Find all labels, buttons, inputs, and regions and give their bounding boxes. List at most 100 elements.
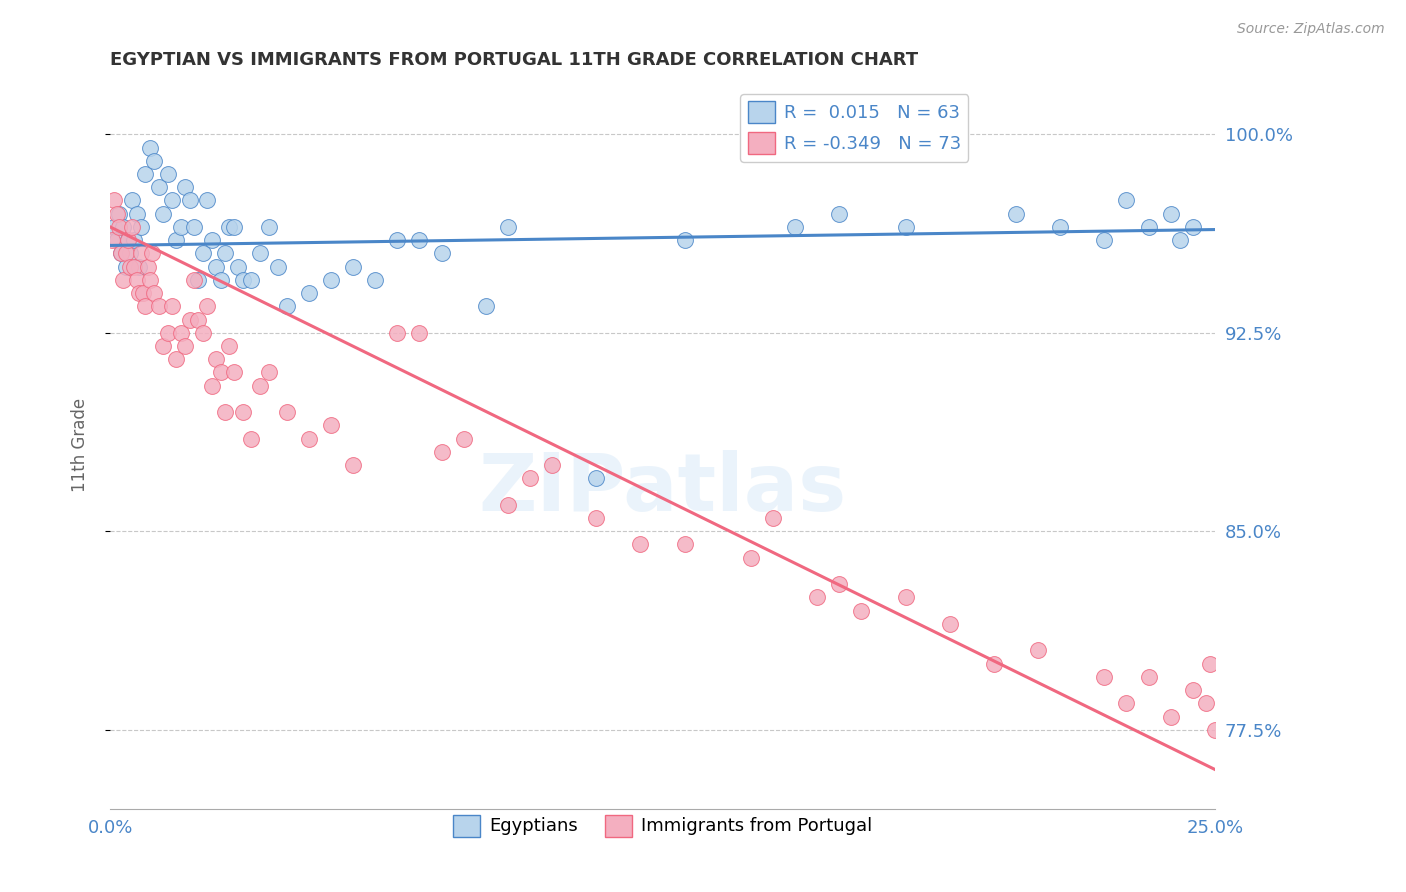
Point (114, 246, 136, 260)
Point (828, 577, 851, 591)
Point (1026, 643, 1049, 657)
Point (112, 273, 135, 287)
Point (232, 405, 254, 419)
Point (806, 591, 828, 605)
Point (1092, 670, 1115, 684)
Point (179, 194, 201, 208)
Point (128, 260, 150, 274)
Point (214, 246, 236, 260)
Point (165, 352, 187, 367)
Point (152, 207, 174, 221)
Point (105, 233, 128, 247)
Legend: Egyptians, Immigrants from Portugal: Egyptians, Immigrants from Portugal (446, 807, 879, 844)
Point (222, 366, 245, 380)
Point (673, 233, 696, 247)
Point (276, 405, 298, 419)
Point (134, 299, 156, 313)
Point (938, 616, 960, 631)
Point (129, 219, 152, 234)
Point (453, 432, 475, 446)
Point (519, 471, 541, 485)
Point (218, 219, 240, 234)
Point (387, 326, 409, 340)
Point (141, 246, 163, 260)
Point (1092, 233, 1115, 247)
Point (209, 273, 232, 287)
Point (541, 458, 564, 472)
Point (118, 246, 141, 260)
Point (1204, 723, 1226, 737)
Point (1137, 670, 1160, 684)
Point (240, 432, 263, 446)
Point (121, 219, 143, 234)
Point (342, 458, 364, 472)
Point (430, 246, 453, 260)
Point (201, 378, 224, 392)
Point (117, 233, 139, 247)
Point (191, 246, 214, 260)
Point (257, 219, 280, 234)
Point (828, 207, 851, 221)
Point (118, 260, 141, 274)
Point (1195, 696, 1218, 710)
Point (191, 326, 214, 340)
Point (148, 299, 170, 313)
Point (628, 537, 651, 551)
Point (249, 378, 271, 392)
Point (201, 233, 224, 247)
Point (276, 299, 298, 313)
Point (195, 194, 218, 208)
Point (205, 352, 228, 367)
Point (110, 246, 132, 260)
Point (124, 260, 146, 274)
Point (408, 233, 430, 247)
Point (187, 273, 209, 287)
Point (267, 260, 290, 274)
Point (851, 604, 873, 618)
Point (152, 339, 174, 353)
Point (125, 207, 148, 221)
Point (174, 180, 197, 194)
Point (128, 286, 150, 301)
Point (387, 233, 409, 247)
Point (114, 260, 136, 274)
Text: EGYPTIAN VS IMMIGRANTS FROM PORTUGAL 11TH GRADE CORRELATION CHART: EGYPTIAN VS IMMIGRANTS FROM PORTUGAL 11T… (110, 51, 918, 69)
Point (121, 194, 143, 208)
Point (101, 233, 124, 247)
Point (496, 498, 519, 512)
Point (319, 418, 342, 433)
Point (1181, 683, 1204, 698)
Point (783, 219, 806, 234)
Point (1115, 194, 1137, 208)
Point (232, 273, 254, 287)
Point (740, 550, 762, 565)
Point (187, 312, 209, 326)
Point (105, 207, 128, 221)
Point (170, 219, 193, 234)
Point (408, 326, 430, 340)
Point (222, 219, 245, 234)
Point (218, 339, 240, 353)
Point (156, 167, 179, 181)
Text: ZIPatlas: ZIPatlas (478, 450, 846, 528)
Point (1115, 696, 1137, 710)
Point (129, 246, 152, 260)
Point (132, 286, 155, 301)
Point (226, 260, 249, 274)
Point (894, 219, 917, 234)
Point (474, 299, 496, 313)
Text: Source: ZipAtlas.com: Source: ZipAtlas.com (1237, 22, 1385, 37)
Point (160, 299, 183, 313)
Point (257, 366, 280, 380)
Point (170, 326, 193, 340)
Point (139, 273, 162, 287)
Point (1005, 207, 1028, 221)
Point (894, 591, 917, 605)
Point (179, 312, 201, 326)
Point (134, 167, 156, 181)
Point (143, 153, 166, 168)
Point (160, 194, 183, 208)
Point (148, 180, 170, 194)
Point (103, 194, 125, 208)
Point (136, 260, 159, 274)
